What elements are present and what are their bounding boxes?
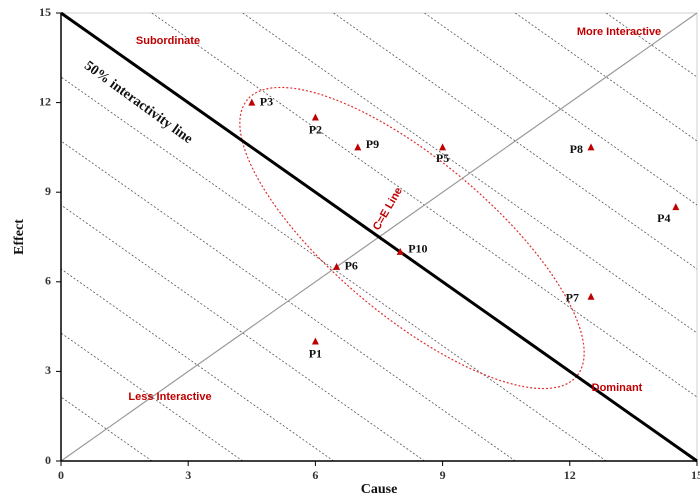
x-tick-label: 15 (691, 468, 700, 482)
iso-line (61, 76, 607, 461)
point (248, 98, 256, 106)
iso-line (333, 13, 697, 270)
iso-line (61, 268, 334, 461)
iso-line (61, 140, 516, 461)
half-line (60, 11, 698, 463)
x-tick-label: 0 (58, 468, 64, 482)
iso-line (151, 13, 697, 398)
point (587, 143, 595, 151)
x-tick-label: 9 (440, 468, 446, 482)
point-label: P1 (309, 346, 322, 360)
iso-line (61, 332, 243, 461)
annotation: C=E Line (371, 185, 405, 232)
point-label: P4 (657, 211, 670, 225)
x-axis-title: Cause (361, 482, 398, 497)
point-label: P10 (408, 242, 427, 256)
point-label: P3 (260, 94, 273, 108)
iso-line (61, 204, 425, 461)
x-tick-label: 12 (564, 468, 576, 482)
x-tick-label: 6 (312, 468, 318, 482)
annotation: Dominant (592, 382, 643, 394)
point (439, 143, 447, 151)
annotation: 50% interactivity line (81, 59, 195, 147)
y-tick-label: 6 (45, 274, 51, 288)
point (311, 337, 319, 345)
y-tick-label: 15 (39, 5, 51, 19)
point (354, 143, 362, 151)
point-label: P6 (345, 259, 358, 273)
point-label: P8 (570, 142, 583, 156)
point-label: P5 (436, 151, 449, 165)
annotation: Subordinate (136, 35, 200, 47)
point (396, 247, 404, 255)
annotation: More Interactive (577, 26, 661, 38)
point (587, 292, 595, 300)
y-tick-label: 9 (45, 184, 51, 198)
point (672, 203, 680, 211)
y-tick-label: 3 (45, 363, 51, 377)
point-label: P9 (366, 137, 379, 151)
iso-line (424, 13, 697, 206)
point-label: P7 (566, 290, 579, 304)
point (333, 262, 341, 270)
point-label: P2 (309, 122, 322, 136)
y-tick-label: 0 (45, 453, 51, 467)
background-lines (61, 13, 697, 461)
x-tick-label: 3 (185, 468, 191, 482)
point (311, 113, 319, 121)
y-axis-title: Effect (12, 219, 27, 255)
iso-line (242, 13, 697, 334)
y-tick-label: 12 (39, 94, 51, 108)
iso-line (515, 13, 697, 142)
annotation: Less Interactive (128, 391, 211, 403)
